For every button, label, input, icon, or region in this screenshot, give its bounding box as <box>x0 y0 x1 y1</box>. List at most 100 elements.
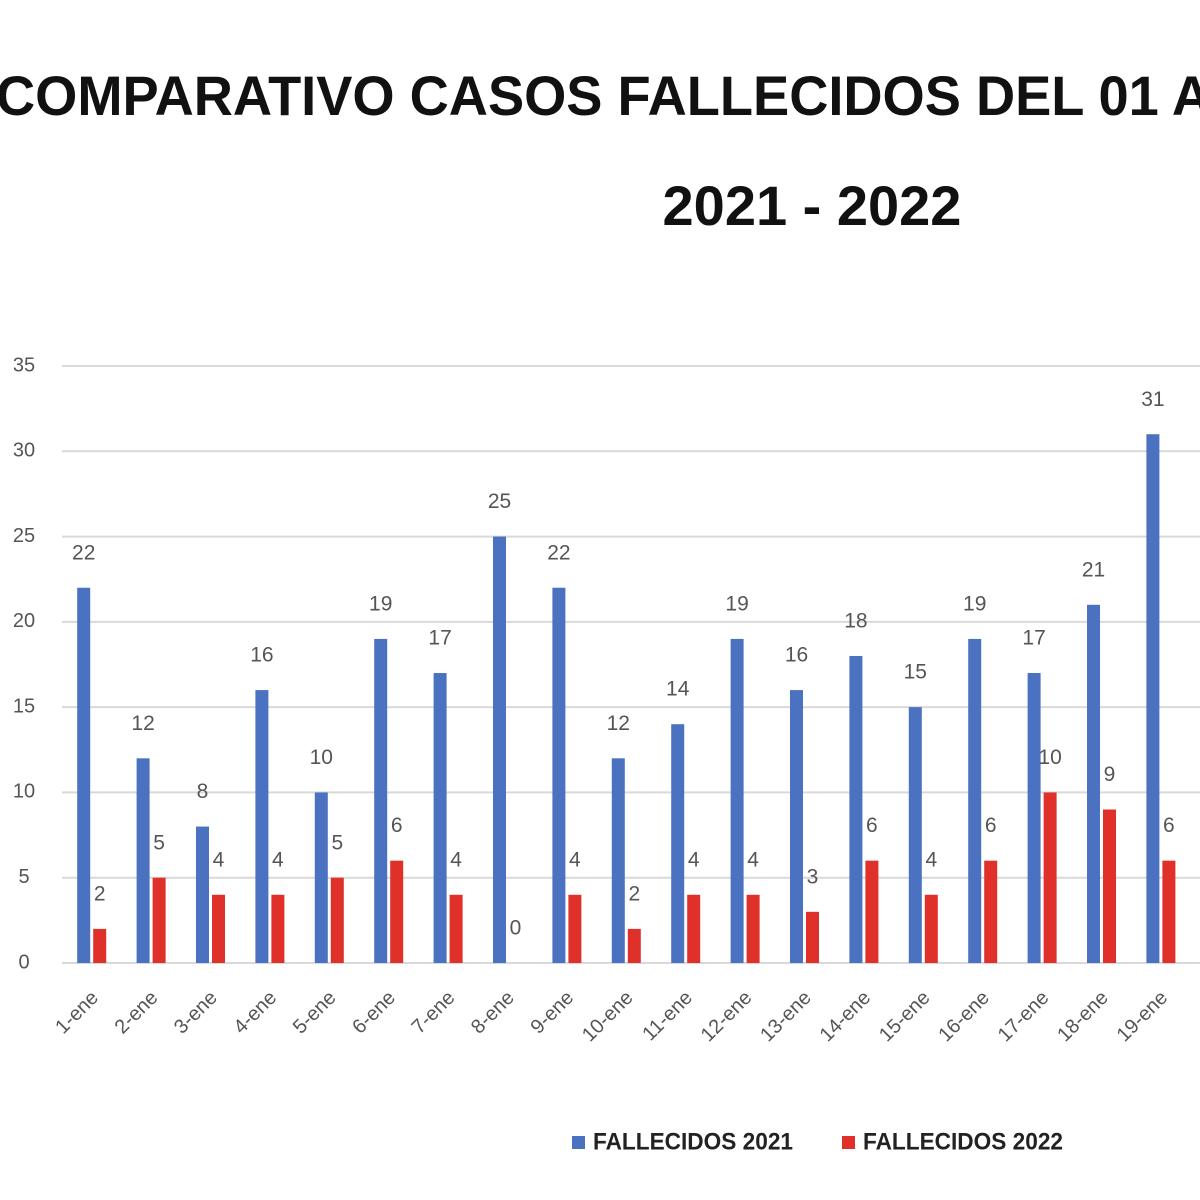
bar <box>627 928 641 963</box>
bar <box>271 894 285 963</box>
y-tick-label: 30 <box>13 440 35 462</box>
value-label: 17 <box>1022 627 1045 650</box>
bar <box>196 826 209 963</box>
value-label: 21 <box>1082 558 1105 581</box>
bar <box>806 911 819 963</box>
value-label: 2 <box>94 882 106 905</box>
bar <box>1027 673 1041 963</box>
bar <box>568 894 582 963</box>
bar <box>552 587 566 963</box>
value-label: 6 <box>391 814 403 837</box>
bar <box>330 877 344 963</box>
x-tick-label: 7-ene <box>408 987 460 1039</box>
value-label: 16 <box>785 644 808 667</box>
bar <box>1087 604 1100 963</box>
y-tick-label: 10 <box>13 781 35 803</box>
value-label: 12 <box>131 712 154 735</box>
bar <box>1043 792 1057 963</box>
value-label: 3 <box>807 865 819 888</box>
value-label: 6 <box>1163 814 1175 837</box>
bar <box>790 690 803 963</box>
value-label: 10 <box>310 746 333 769</box>
x-tick-label: 2-ene <box>111 987 163 1039</box>
value-label: 6 <box>866 814 878 837</box>
x-tick-label: 6-ene <box>348 987 400 1039</box>
bar <box>924 894 938 963</box>
bar <box>449 894 463 963</box>
x-tick-label: 3-ene <box>170 987 222 1039</box>
x-tick-label: 14-ene <box>816 987 876 1047</box>
x-tick-label: 10-ene <box>578 987 638 1047</box>
x-tick-label: 17-ene <box>994 987 1054 1047</box>
x-tick-label: 4-ene <box>229 987 281 1039</box>
bar <box>611 758 625 963</box>
chart-subtitle: 2021 - 2022 <box>663 174 962 237</box>
value-label: 15 <box>904 661 927 684</box>
value-label: 19 <box>725 592 748 615</box>
value-label: 4 <box>272 848 284 871</box>
value-label: 22 <box>547 541 570 564</box>
value-label: 16 <box>250 644 273 667</box>
bar <box>390 860 404 963</box>
value-label: 5 <box>153 831 165 854</box>
bar <box>908 707 922 963</box>
value-label: 19 <box>963 592 986 615</box>
bar <box>152 877 166 963</box>
value-label: 4 <box>213 848 225 871</box>
value-label: 9 <box>1104 763 1116 786</box>
bar <box>671 724 685 963</box>
y-tick-label: 20 <box>13 610 35 632</box>
value-label: 4 <box>450 848 462 871</box>
bar <box>1146 434 1160 963</box>
value-label: 4 <box>747 848 759 871</box>
legend-swatch <box>842 1136 855 1149</box>
x-tick-label: 18-ene <box>1053 987 1113 1047</box>
x-tick-label: 16-ene <box>934 987 994 1047</box>
value-label: 4 <box>925 848 937 871</box>
legend-label: FALLECIDOS 2022 <box>863 1128 1063 1155</box>
bar <box>212 894 225 963</box>
bar <box>77 587 91 963</box>
value-label: 22 <box>72 541 95 564</box>
x-tick-label: 19-ene <box>1113 987 1173 1047</box>
bar <box>93 928 107 963</box>
value-label: 19 <box>369 592 392 615</box>
bar <box>255 690 269 963</box>
y-tick-label: 0 <box>18 951 29 973</box>
legend-swatch <box>572 1136 585 1149</box>
bar <box>1103 809 1116 963</box>
x-tick-label: 12-ene <box>697 987 757 1047</box>
value-label: 31 <box>1141 388 1164 411</box>
value-label: 6 <box>985 814 997 837</box>
x-tick-label: 15-ene <box>875 987 935 1047</box>
bar <box>314 792 328 963</box>
bar <box>1162 860 1176 963</box>
bar <box>984 860 998 963</box>
value-label: 0 <box>510 917 522 940</box>
x-tick-label: 8-ene <box>467 987 519 1039</box>
x-tick-label: 1-ene <box>51 987 103 1039</box>
bar <box>968 638 982 963</box>
x-tick-label: 9-ene <box>526 987 578 1039</box>
bar <box>433 673 447 963</box>
value-label: 8 <box>197 780 209 803</box>
value-label: 18 <box>844 610 867 633</box>
bar <box>865 860 879 963</box>
value-label: 14 <box>666 678 690 701</box>
bar <box>136 758 150 963</box>
value-label: 2 <box>628 882 640 905</box>
chart-title: COMPARATIVO CASOS FALLECIDOS DEL 01 A <box>0 64 1200 127</box>
bar <box>746 894 760 963</box>
legend-label: FALLECIDOS 2021 <box>593 1128 793 1155</box>
x-tick-label: 13-ene <box>756 987 816 1047</box>
value-label: 10 <box>1038 746 1061 769</box>
value-label: 25 <box>488 490 511 513</box>
y-tick-label: 15 <box>13 695 35 717</box>
y-tick-label: 35 <box>13 354 35 376</box>
bar <box>849 655 863 963</box>
bar <box>493 536 506 963</box>
value-label: 5 <box>331 831 343 854</box>
x-tick-label: 11-ene <box>638 987 697 1046</box>
bar <box>374 638 388 963</box>
